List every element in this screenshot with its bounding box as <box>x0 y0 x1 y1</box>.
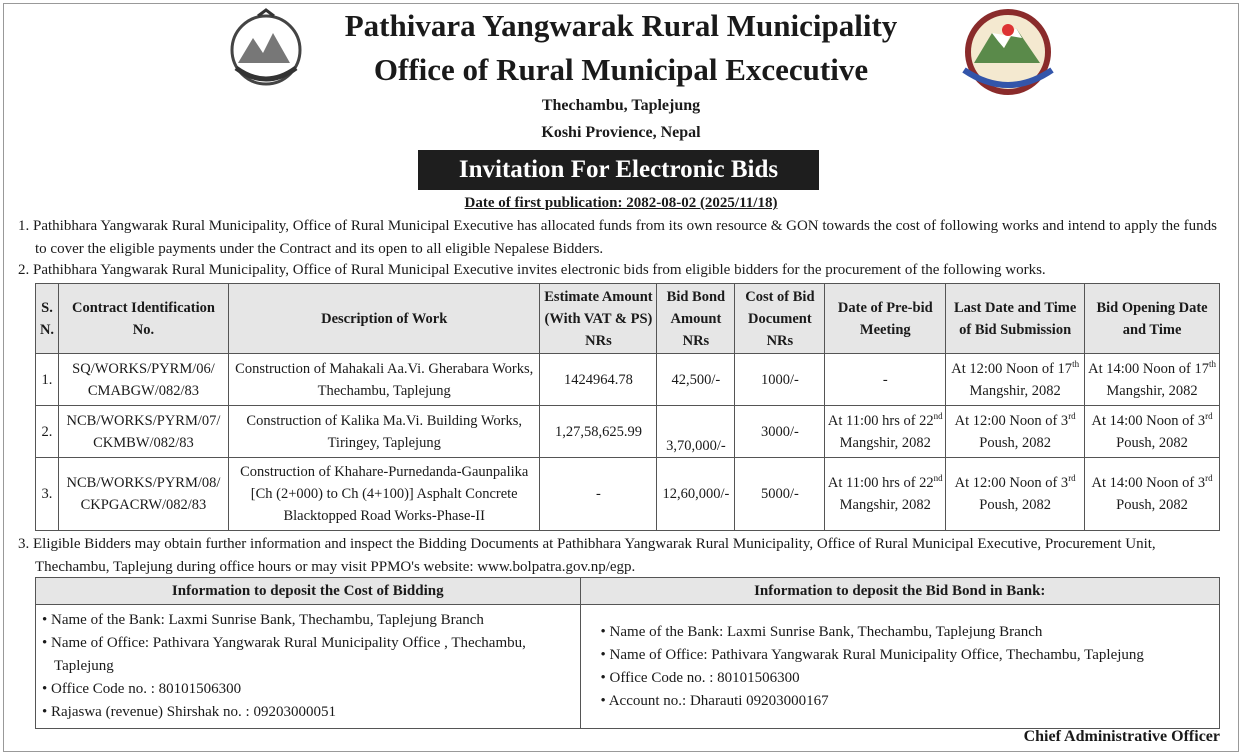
prebid-cell: At 11:00 hrs of 22nd Mangshir, 2082 <box>824 457 947 531</box>
bond-deposit-heading: Information to deposit the Bid Bond in B… <box>579 577 1221 605</box>
table-row: 2. NCB/WORKS/PYRM/07/ CKMBW/082/83 Const… <box>35 405 1220 458</box>
signatory-title: Chief Administrative Officer <box>1023 728 1220 745</box>
prebid-text: - <box>882 371 888 388</box>
ordinal-suffix: rd <box>1205 473 1213 483</box>
opening-month: Poush, 2082 <box>1116 497 1188 513</box>
col-header: Description of Work <box>227 283 541 354</box>
list-item: Account no.: Dharauti 09203000167 <box>599 690 1215 713</box>
opening-text: At 14:00 Noon of 17 <box>1088 360 1209 377</box>
list-item: Name of Office: Pathivara Yangwarak Rura… <box>599 644 1215 667</box>
prebid-cell: - <box>824 353 947 406</box>
doc-cost-cell: 3000/- <box>734 405 826 458</box>
contract-id-cell: NCB/WORKS/PYRM/08/ CKPGACRW/082/83 <box>57 457 229 531</box>
serial-cell: 1. <box>35 353 59 406</box>
prebid-month: Mangshir, 2082 <box>839 497 931 513</box>
bid-bond-cell: 3,70,000/- <box>656 405 736 458</box>
list-item: Name of the Bank: Laxmi Sunrise Bank, Th… <box>599 621 1215 644</box>
submission-text: At 12:00 Noon of 3 <box>954 412 1069 429</box>
estimate-cell: - <box>539 457 658 531</box>
page-frame <box>3 3 1239 752</box>
opening-cell: At 14:00 Noon of 17th Mangshir, 2082 <box>1084 353 1220 406</box>
prebid-text: At 11:00 hrs of 22 <box>827 475 934 491</box>
opening-month: Mangshir, 2082 <box>1106 382 1198 399</box>
submission-text: At 12:00 Noon of 17 <box>951 360 1073 377</box>
col-header: Cost of Bid Document NRs <box>734 283 826 354</box>
address-line-1: Thechambu, Taplejung <box>541 97 701 114</box>
col-header: Bid Bond Amount NRs <box>656 283 736 354</box>
municipality-title: Pathivara Yangwarak Rural Municipality <box>344 8 898 43</box>
serial-cell: 2. <box>35 405 59 458</box>
table-header-row: S. N. Contract Identification No. Descri… <box>35 283 1220 354</box>
opening-cell: At 14:00 Noon of 3rd Poush, 2082 <box>1084 405 1220 458</box>
col-header: Date of Pre-bid Meeting <box>824 283 947 354</box>
ordinal-suffix: th <box>1072 358 1080 369</box>
submission-cell: At 12:00 Noon of 3rd Poush, 2082 <box>945 405 1086 458</box>
submission-month: Poush, 2082 <box>979 497 1051 513</box>
description-cell: Construction of Khahare-Purnedanda-Gaunp… <box>227 457 541 531</box>
prebid-month: Mangshir, 2082 <box>839 434 931 451</box>
col-header: Last Date and Time of Bid Submission <box>945 283 1086 354</box>
opening-text: At 14:00 Noon of 3 <box>1091 475 1206 491</box>
description-cell: Construction of Mahakali Aa.Vi. Gherabar… <box>227 353 541 406</box>
opening-text: At 14:00 Noon of 3 <box>1091 412 1206 429</box>
submission-month: Poush, 2082 <box>979 434 1051 451</box>
list-item: Office Code no. : 80101506300 <box>599 667 1215 690</box>
table-row: 1. SQ/WORKS/PYRM/06/ CMABGW/082/83 Const… <box>35 353 1220 406</box>
doc-cost-cell: 1000/- <box>734 353 826 406</box>
ordinal-suffix: th <box>1208 358 1216 369</box>
col-header: Contract Identification No. <box>57 283 229 354</box>
publication-date: Date of first publication: 2082-08-02 (2… <box>464 195 778 211</box>
deposit-info-table: Information to deposit the Cost of Biddi… <box>35 577 1221 729</box>
estimate-cell: 1,27,58,625.99 <box>539 405 658 458</box>
ordinal-suffix: rd <box>1068 410 1076 421</box>
list-item: Name of the Bank: Laxmi Sunrise Bank, Th… <box>40 609 576 632</box>
list-item: Name of Office: Pathivara Yangwarak Rura… <box>40 632 576 678</box>
ordinal-suffix: rd <box>1068 473 1076 483</box>
address-line-2: Koshi Provience, Nepal <box>541 124 701 141</box>
contract-id-cell: SQ/WORKS/PYRM/06/ CMABGW/082/83 <box>57 353 229 406</box>
bid-bond-cell: 42,500/- <box>656 353 736 406</box>
prebid-cell: At 11:00 hrs of 22nd Mangshir, 2082 <box>824 405 947 458</box>
description-cell: Construction of Kalika Ma.Vi. Building W… <box>227 405 541 458</box>
table-row: 3. NCB/WORKS/PYRM/08/ CKPGACRW/082/83 Co… <box>35 457 1220 531</box>
notice-banner: Invitation For Electronic Bids <box>418 150 819 190</box>
nepal-emblem-logo <box>230 8 302 86</box>
serial-cell: 3. <box>35 457 59 531</box>
submission-month: Mangshir, 2082 <box>969 382 1061 399</box>
doc-cost-cell: 5000/- <box>734 457 826 531</box>
opening-cell: At 14:00 Noon of 3rd Poush, 2082 <box>1084 457 1220 531</box>
ordinal-suffix: rd <box>1205 410 1213 421</box>
bond-deposit-details: Name of the Bank: Laxmi Sunrise Bank, Th… <box>579 604 1221 729</box>
list-item: Office Code no. : 80101506300 <box>40 678 576 701</box>
prebid-text: At 11:00 hrs of 22 <box>827 412 934 429</box>
submission-cell: At 12:00 Noon of 17th Mangshir, 2082 <box>945 353 1086 406</box>
col-header: S. N. <box>35 283 59 354</box>
cost-deposit-heading: Information to deposit the Cost of Biddi… <box>35 577 581 605</box>
office-title: Office of Rural Municipal Excecutive <box>373 52 869 87</box>
municipality-logo <box>962 9 1054 95</box>
contract-id-cell: NCB/WORKS/PYRM/07/ CKMBW/082/83 <box>57 405 229 458</box>
estimate-cell: 1424964.78 <box>539 353 658 406</box>
list-item: Rajaswa (revenue) Shirshak no. : 0920300… <box>40 701 576 724</box>
paragraph-2: 2. Pathibhara Yangwarak Rural Municipali… <box>18 262 1046 278</box>
bids-table: S. N. Contract Identification No. Descri… <box>35 283 1220 531</box>
opening-month: Poush, 2082 <box>1116 434 1188 451</box>
ordinal-suffix: nd <box>933 473 943 483</box>
ordinal-suffix: nd <box>933 410 943 421</box>
submission-cell: At 12:00 Noon of 3rd Poush, 2082 <box>945 457 1086 531</box>
paragraph-1: 1. Pathibhara Yangwarak Rural Municipali… <box>18 218 1217 257</box>
paragraph-3: 3. Eligible Bidders may obtain further i… <box>18 536 1156 575</box>
col-header: Estimate Amount (With VAT & PS) NRs <box>539 283 658 354</box>
bid-bond-cell: 12,60,000/- <box>656 457 736 531</box>
cost-deposit-details: Name of the Bank: Laxmi Sunrise Bank, Th… <box>35 604 581 729</box>
submission-text: At 12:00 Noon of 3 <box>954 475 1069 491</box>
col-header: Bid Opening Date and Time <box>1084 283 1220 354</box>
